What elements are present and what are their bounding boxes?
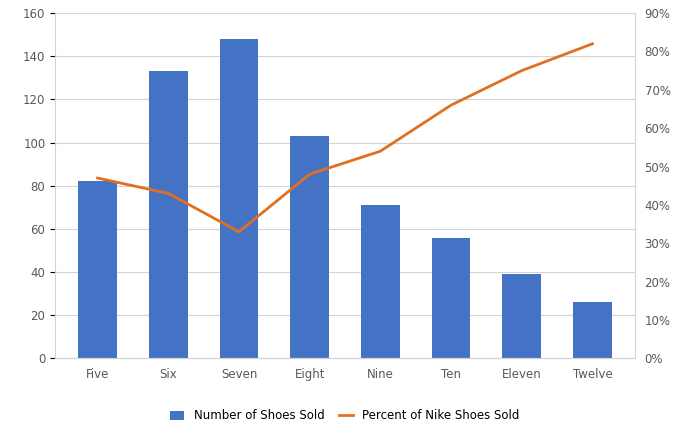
- Bar: [361, 205, 400, 358]
- Bar: [219, 39, 259, 358]
- Legend: Number of Shoes Sold, Percent of Nike Shoes Sold: Number of Shoes Sold, Percent of Nike Sh…: [170, 409, 520, 422]
- Line: Percent of Nike Shoes Sold: Percent of Nike Shoes Sold: [97, 44, 593, 232]
- Bar: [573, 302, 612, 358]
- Bar: [149, 71, 188, 358]
- Bar: [290, 136, 329, 358]
- Bar: [431, 238, 471, 358]
- Bar: [78, 181, 117, 358]
- Percent of Nike Shoes Sold: [306, 172, 314, 177]
- Percent of Nike Shoes Sold: [164, 191, 172, 196]
- Percent of Nike Shoes Sold: [518, 68, 526, 73]
- Bar: [502, 274, 541, 358]
- Percent of Nike Shoes Sold: [376, 149, 384, 154]
- Percent of Nike Shoes Sold: [589, 41, 597, 46]
- Percent of Nike Shoes Sold: [235, 229, 243, 234]
- Percent of Nike Shoes Sold: [93, 175, 101, 180]
- Percent of Nike Shoes Sold: [447, 103, 455, 108]
